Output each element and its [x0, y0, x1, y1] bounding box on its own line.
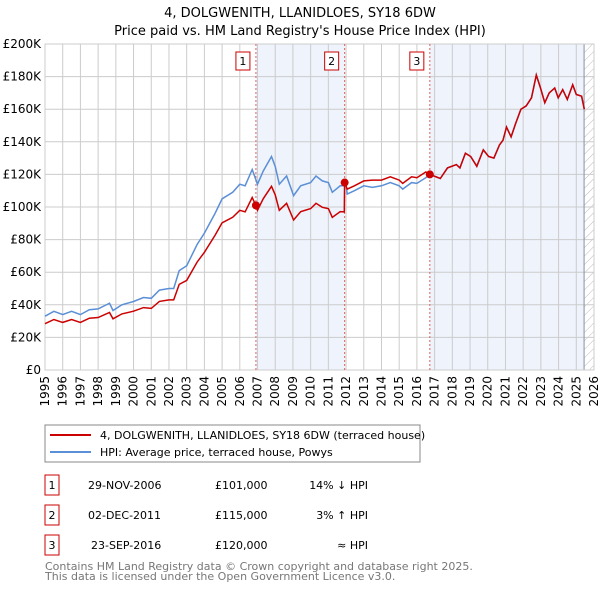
x-tick-label: 2013	[357, 376, 371, 407]
sales-table: 1 29-NOV-2006 £101,000 14% ↓ HPI 2 02-DE…	[44, 474, 368, 556]
sale-point-3	[425, 170, 434, 179]
sale-row-number: 1	[49, 479, 56, 492]
y-tick-label: £120K	[3, 167, 43, 181]
sale-row-date: 29-NOV-2006	[88, 479, 162, 492]
x-tick-label: 2021	[498, 376, 512, 407]
sale-row-badge-3	[44, 534, 60, 556]
sale-row-1: 1 29-NOV-2006 £101,000 14% ↓ HPI	[44, 474, 368, 496]
x-tick-label: 2009	[286, 376, 300, 407]
x-tick-label: 2008	[268, 376, 282, 407]
x-tick-label: 1998	[91, 376, 105, 407]
x-tick-label: 1997	[73, 376, 87, 407]
sale-label-1: 1	[239, 55, 246, 68]
x-tick-label: 2020	[481, 376, 495, 407]
sale-row-price: £115,000	[215, 509, 268, 522]
x-tick-label: 2026	[587, 376, 600, 407]
x-tick-label: 2018	[445, 376, 459, 407]
x-tick-label: 2007	[251, 376, 265, 407]
y-tick-label: £200K	[3, 37, 43, 51]
sale-point-2	[340, 178, 349, 187]
y-tick-label: £140K	[3, 135, 43, 149]
x-tick-label: 2004	[197, 376, 211, 407]
legend-label-property: 4, DOLGWENITH, LLANIDLOES, SY18 6DW (ter…	[100, 429, 425, 442]
y-tick-label: £80K	[10, 233, 42, 247]
x-tick-label: 2015	[392, 376, 406, 407]
x-tick-label: 2010	[304, 376, 318, 407]
x-tick-label: 2024	[552, 376, 566, 407]
y-tick-label: £0	[26, 363, 41, 377]
y-tick-label: £180K	[3, 70, 43, 84]
sale-row-hpi-diff: 14% ↓ HPI	[309, 479, 368, 492]
sale-label-box-1	[235, 51, 251, 71]
x-tick-label: 1995	[38, 376, 52, 407]
sale-label-2: 2	[328, 55, 335, 68]
legend-label-hpi: HPI: Average price, terraced house, Powy…	[100, 446, 333, 459]
sale-point-1	[251, 201, 260, 210]
legend-box	[44, 424, 421, 463]
x-tick-label: 2005	[215, 376, 229, 407]
sale-row-date: 02-DEC-2011	[88, 509, 161, 522]
sale-row-date: 23-SEP-2016	[91, 539, 161, 552]
x-tick-label: 2019	[463, 376, 477, 407]
y-tick-label: £160K	[3, 102, 43, 116]
sale-row-price: £120,000	[215, 539, 268, 552]
x-tick-label: 2017	[428, 376, 442, 407]
x-tick-label: 1996	[56, 376, 70, 407]
sale-label-box-2	[324, 51, 340, 71]
sale-row-price: £101,000	[215, 479, 268, 492]
x-tick-label: 2022	[516, 376, 530, 407]
x-tick-label: 2000	[127, 376, 141, 407]
sale-row-hpi-diff: ≈ HPI	[337, 539, 368, 552]
sale-row-3: 3 23-SEP-2016 £120,000 ≈ HPI	[44, 534, 368, 556]
sale-row-number: 2	[49, 509, 56, 522]
plot-frame	[44, 43, 595, 371]
y-tick-label: £40K	[10, 298, 42, 312]
x-tick-label: 2023	[534, 376, 548, 407]
x-tick-label: 2014	[374, 376, 388, 407]
footer-copyright: Contains HM Land Registry data © Crown c…	[45, 560, 473, 573]
y-tick-label: £100K	[3, 200, 43, 214]
x-tick-label: 2011	[321, 376, 335, 407]
x-tick-label: 2002	[162, 376, 176, 407]
x-tick-label: 1999	[109, 376, 123, 407]
chart-subtitle: Price paid vs. HM Land Registry's House …	[114, 24, 486, 39]
y-tick-label: £20K	[10, 330, 42, 344]
x-tick-label: 2016	[410, 376, 424, 407]
sale-row-2: 2 02-DEC-2011 £115,000 3% ↑ HPI	[44, 504, 368, 526]
x-tick-label: 2025	[569, 376, 583, 407]
y-tick-label: £60K	[10, 265, 42, 279]
chart-title: 4, DOLGWENITH, LLANIDLOES, SY18 6DW	[164, 6, 436, 21]
sale-row-badge-1	[44, 474, 60, 496]
sale-label-3: 3	[413, 55, 420, 68]
x-tick-label: 2012	[339, 376, 353, 407]
sale-row-badge-2	[44, 504, 60, 526]
footer-licence: This data is licensed under the Open Gov…	[44, 570, 395, 583]
x-tick-label: 2001	[144, 376, 158, 407]
sale-row-number: 3	[49, 539, 56, 552]
sale-label-box-3	[409, 51, 425, 71]
sale-row-hpi-diff: 3% ↑ HPI	[316, 509, 368, 522]
x-tick-label: 2003	[180, 376, 194, 407]
x-tick-label: 2006	[233, 376, 247, 407]
